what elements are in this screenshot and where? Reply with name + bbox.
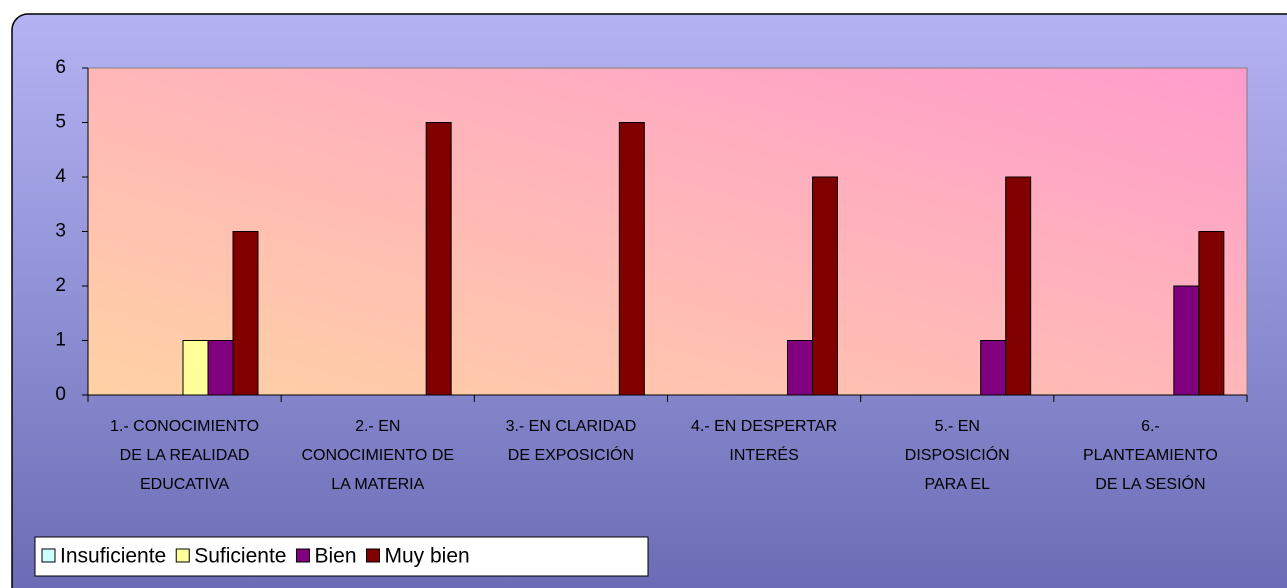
x-tick-label: 4.- EN DESPERTAR INTERÉS — [691, 418, 837, 464]
legend-label: Insuficiente — [60, 545, 166, 568]
bar — [980, 340, 1007, 396]
legend: Insuficiente Suficiente Bien Muy bien — [34, 536, 649, 577]
bar — [207, 340, 234, 396]
bar — [812, 176, 838, 396]
y-tick-label: 4 — [55, 166, 66, 187]
y-tick-label: 6 — [55, 57, 66, 78]
y-tick-label: 5 — [55, 112, 66, 133]
x-tick-label: 5.- EN DISPOSICIÓN PARA EL — [905, 418, 1010, 493]
bar — [618, 122, 645, 396]
x-tick-label: 1.- CONOCIMIENTO DE LA REALIDAD EDUCATIVA — [110, 418, 259, 493]
x-tick-label: 6.-PLANTEAMIENTO DE LA SESIÓN — [1083, 418, 1218, 493]
legend-label: Muy bien — [385, 545, 470, 568]
legend-label: Suficiente — [194, 545, 286, 568]
legend-swatch — [41, 548, 56, 563]
legend-swatch — [366, 548, 380, 563]
legend-box — [34, 536, 649, 577]
x-tick-label: 2.- EN CONOCIMIENTO DE LA MATERIA — [301, 418, 454, 493]
bar — [787, 340, 813, 396]
y-tick-label: 2 — [55, 275, 66, 296]
y-tick-label: 1 — [55, 330, 66, 351]
x-tick-label: 3.- EN CLARIDAD DE EXPOSICIÓN — [506, 418, 637, 464]
bar — [1005, 176, 1032, 396]
plot-area — [87, 67, 1248, 396]
bar — [1173, 285, 1200, 396]
bar — [425, 122, 452, 396]
legend-swatch — [175, 548, 190, 563]
y-tick-label: 0 — [55, 384, 66, 405]
legend-label: Bien — [314, 545, 356, 568]
y-tick-label: 3 — [55, 221, 66, 242]
bar — [1198, 231, 1225, 396]
bar — [232, 231, 259, 396]
legend-swatch — [295, 548, 310, 563]
bar — [182, 340, 209, 396]
